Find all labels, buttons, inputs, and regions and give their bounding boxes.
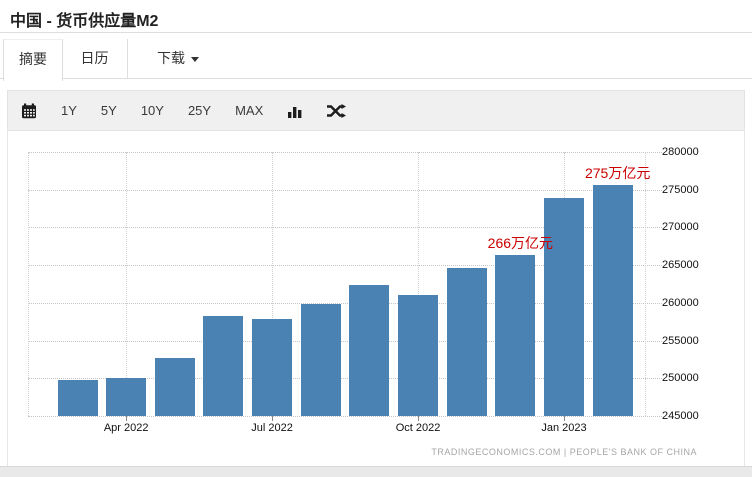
x-axis-tick (418, 416, 420, 421)
y-axis-label: 245000 (662, 410, 699, 422)
panel-border-right (744, 130, 745, 466)
bar[interactable] (203, 316, 244, 416)
gridline-y (28, 378, 662, 380)
gridline-y (28, 302, 662, 304)
tab-calendar[interactable]: 日历 (62, 39, 128, 78)
tab-download[interactable]: 下载 (143, 39, 213, 78)
gridline-y (28, 152, 662, 153)
y-axis-label: 275000 (662, 183, 699, 196)
tab-download-label: 下载 (157, 50, 185, 66)
bar-value-annotation: 275万亿元 (584, 165, 651, 182)
gridline-x (28, 152, 29, 416)
bar-value-annotation: 266万亿元 (487, 234, 554, 251)
x-axis-label: Jul 2022 (251, 422, 293, 434)
gridline-x (272, 152, 274, 416)
bar[interactable] (57, 379, 98, 416)
y-axis-label: 280000 (662, 146, 699, 158)
range-25y-button[interactable]: 25Y (187, 103, 212, 118)
tab-bar-border (0, 78, 752, 79)
bar[interactable] (300, 304, 341, 416)
bar[interactable] (349, 284, 390, 416)
gridline-y (28, 340, 662, 342)
gridline-x (126, 152, 128, 416)
bar[interactable] (154, 357, 195, 416)
gridline-y (28, 416, 662, 417)
range-5y-button[interactable]: 5Y (100, 103, 117, 118)
y-axis-label: 250000 (662, 372, 699, 385)
x-axis-tick (564, 416, 565, 421)
x-axis-tick (126, 416, 128, 421)
shuffle-icon (327, 103, 347, 118)
bar[interactable] (446, 268, 487, 416)
range-10y-button[interactable]: 10Y (140, 103, 164, 118)
gridline-y (28, 265, 662, 267)
page-footer-strip (0, 466, 752, 477)
gridline-y (28, 189, 662, 191)
gridline-y (28, 227, 662, 229)
bar[interactable] (592, 185, 633, 416)
calendar-button[interactable] (21, 103, 37, 119)
bar-chart-icon (287, 104, 303, 118)
chart-type-button[interactable] (287, 104, 303, 118)
attribution: TRADINGECONOMICS.COM | PEOPLE'S BANK OF … (431, 447, 697, 457)
y-axis-label: 260000 (662, 296, 699, 309)
x-axis-label: Oct 2022 (395, 422, 441, 434)
range-1y-button[interactable]: 1Y (61, 103, 77, 118)
chart-canvas[interactable]: 245000 250000 255000 260000 265000 270000 2750… (0, 130, 752, 466)
calendar-icon (21, 103, 37, 119)
y-axis-label: 255000 (662, 334, 699, 347)
caret-down-icon (191, 56, 199, 62)
range-max-button[interactable]: MAX (235, 103, 264, 118)
y-axis-label: 270000 (662, 221, 699, 234)
title-divider (0, 32, 752, 33)
x-axis-tick (272, 416, 274, 421)
x-axis-label: Apr 2022 (103, 422, 149, 434)
bar[interactable] (544, 198, 584, 416)
x-axis-label: Jan 2023 (541, 422, 587, 434)
tab-summary[interactable]: 摘要 (3, 39, 63, 81)
panel-border-left (7, 130, 8, 466)
chart-toolbar: 1Y 5Y 10Y 25Y MAX (7, 90, 745, 131)
bar[interactable] (495, 254, 536, 416)
y-axis-label: 265000 (662, 259, 699, 272)
page-title: 中国 - 货币供应量M2 (10, 13, 159, 30)
bar[interactable] (252, 318, 293, 416)
compare-button[interactable] (327, 103, 347, 118)
bar[interactable] (398, 294, 439, 416)
gridline-x (645, 152, 646, 416)
bar[interactable] (106, 378, 147, 416)
gridline-x (418, 152, 420, 416)
tab-bar: 摘要 日历 下载 (0, 33, 752, 81)
